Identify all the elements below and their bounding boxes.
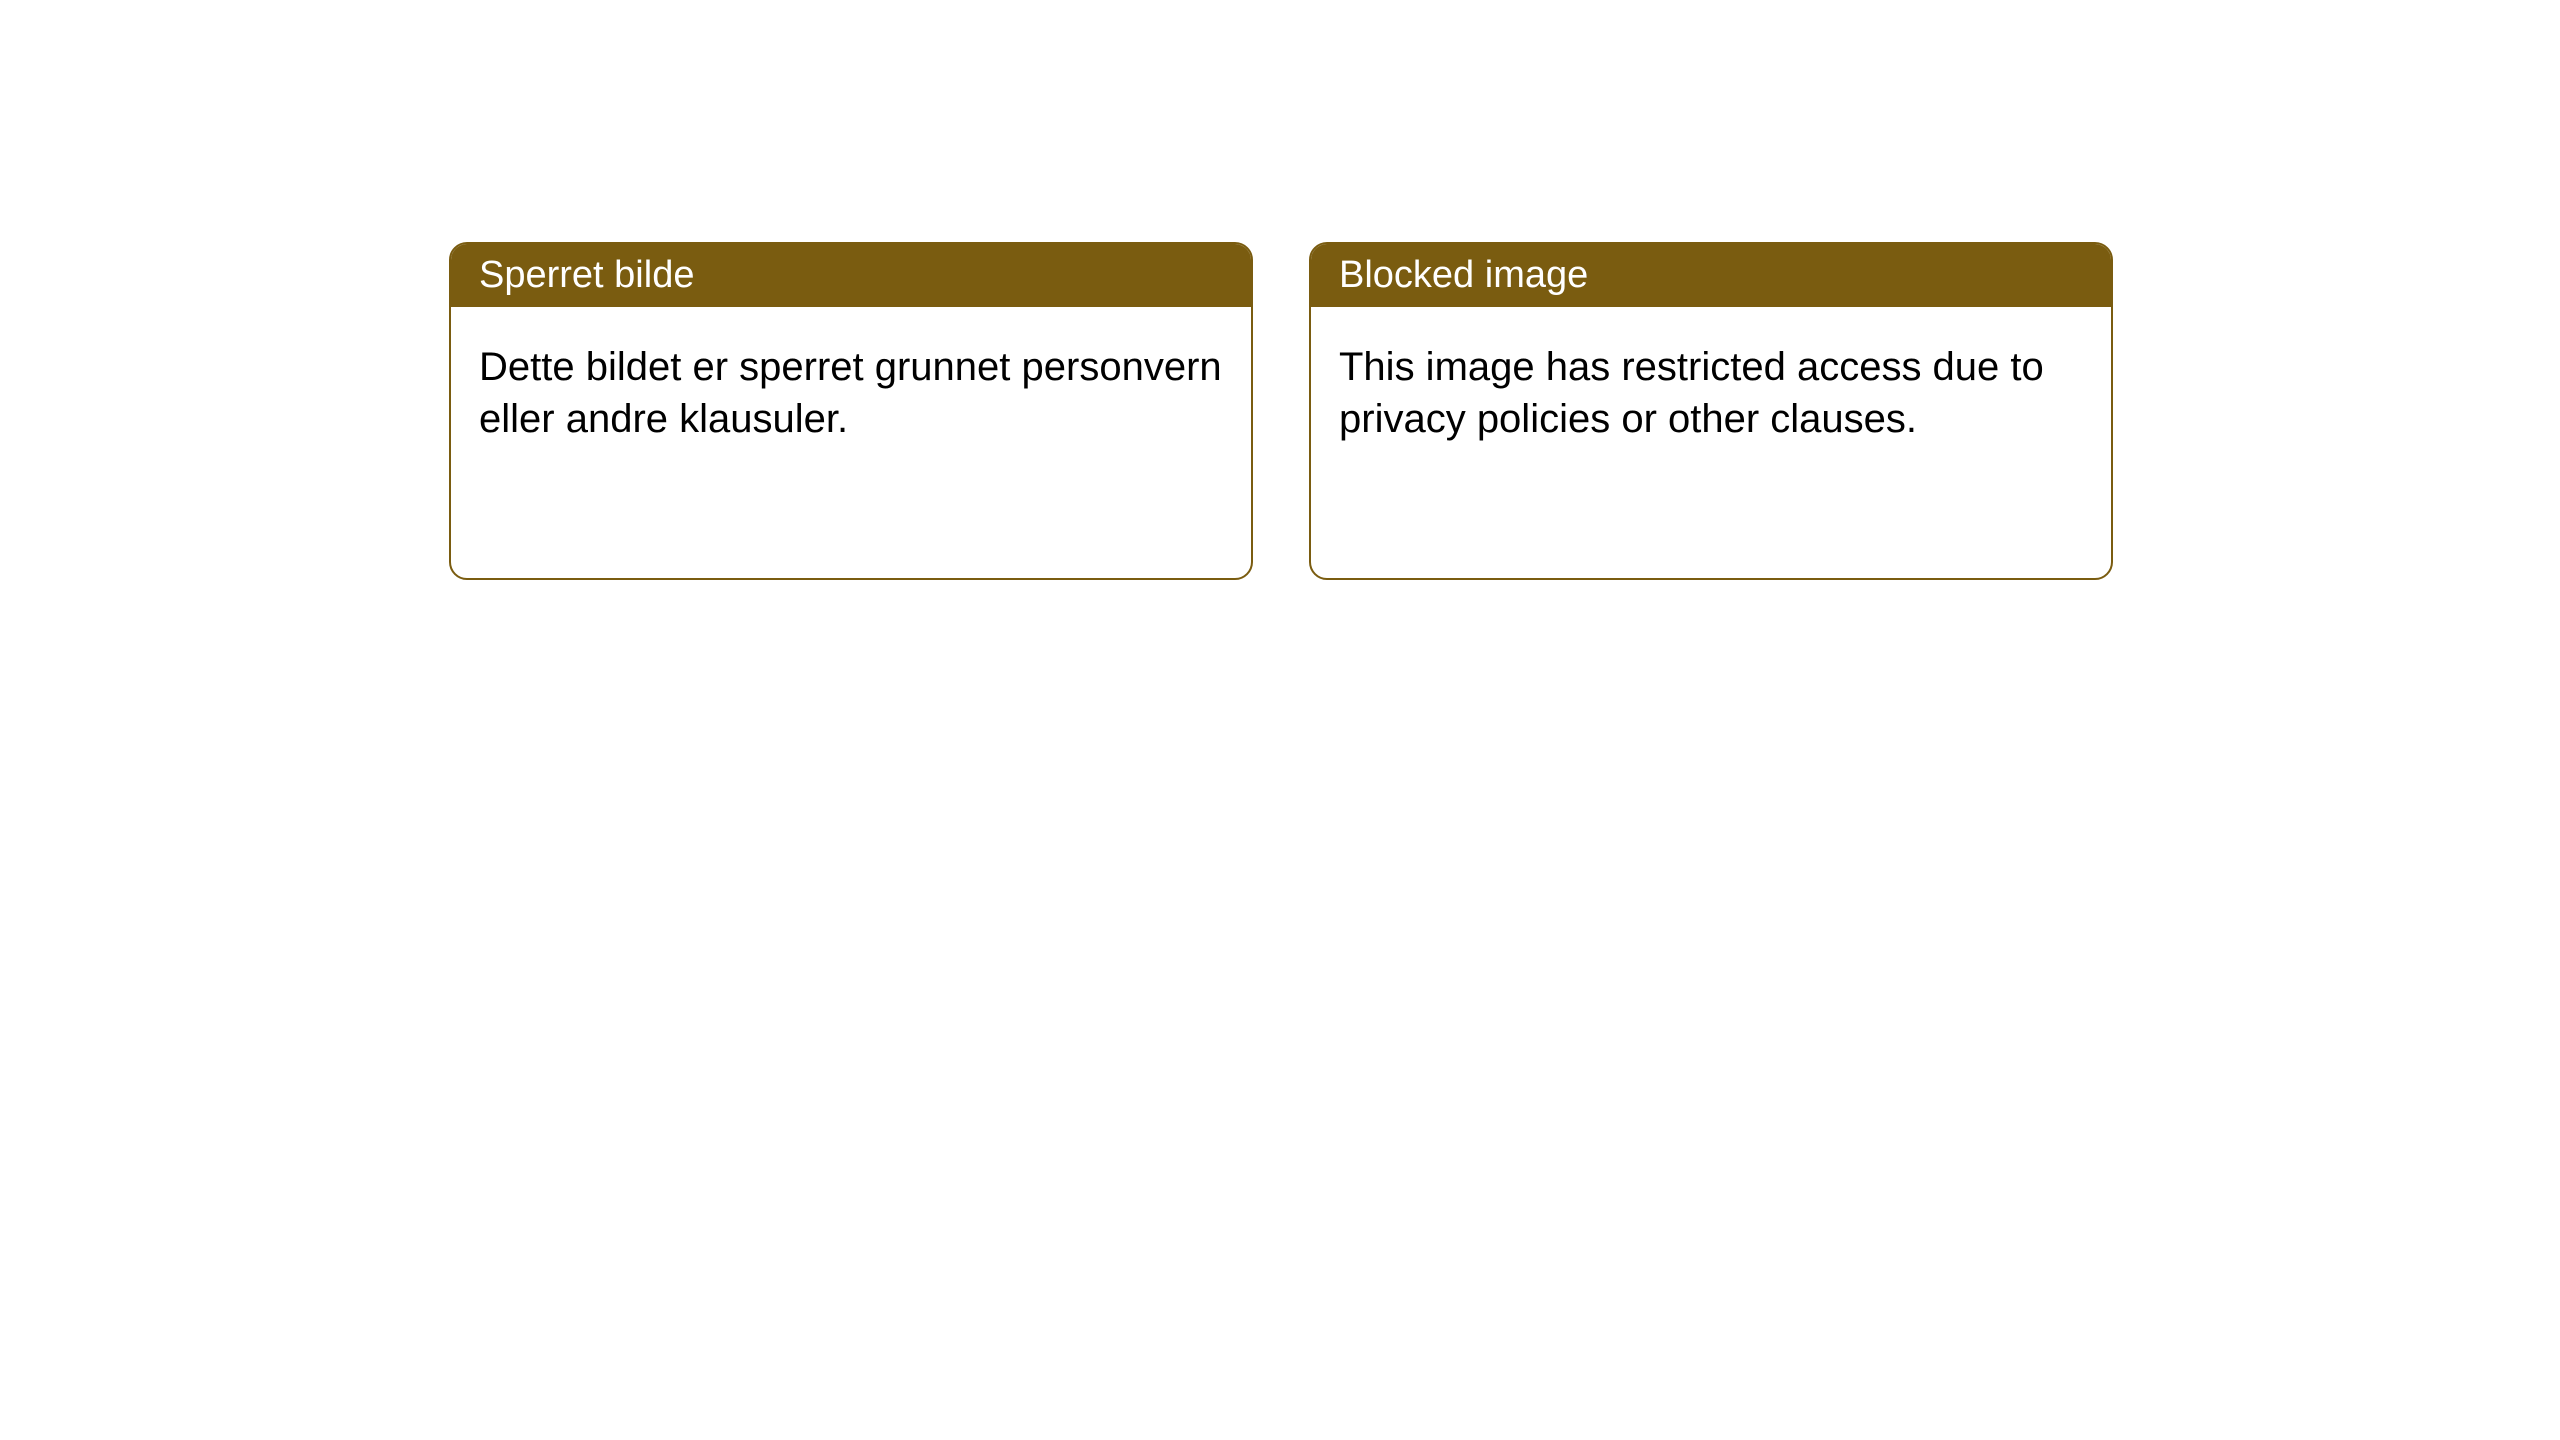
notice-header-english: Blocked image bbox=[1311, 244, 2111, 307]
notice-title-english: Blocked image bbox=[1339, 254, 1588, 296]
notice-body-norwegian: Dette bildet er sperret grunnet personve… bbox=[451, 307, 1251, 479]
notice-card-norwegian: Sperret bilde Dette bildet er sperret gr… bbox=[449, 242, 1253, 580]
notice-title-norwegian: Sperret bilde bbox=[479, 254, 694, 296]
notice-body-english: This image has restricted access due to … bbox=[1311, 307, 2111, 479]
notice-card-english: Blocked image This image has restricted … bbox=[1309, 242, 2113, 580]
notice-text-norwegian: Dette bildet er sperret grunnet personve… bbox=[479, 345, 1222, 441]
notice-container: Sperret bilde Dette bildet er sperret gr… bbox=[449, 242, 2113, 580]
notice-text-english: This image has restricted access due to … bbox=[1339, 345, 2044, 441]
notice-header-norwegian: Sperret bilde bbox=[451, 244, 1251, 307]
